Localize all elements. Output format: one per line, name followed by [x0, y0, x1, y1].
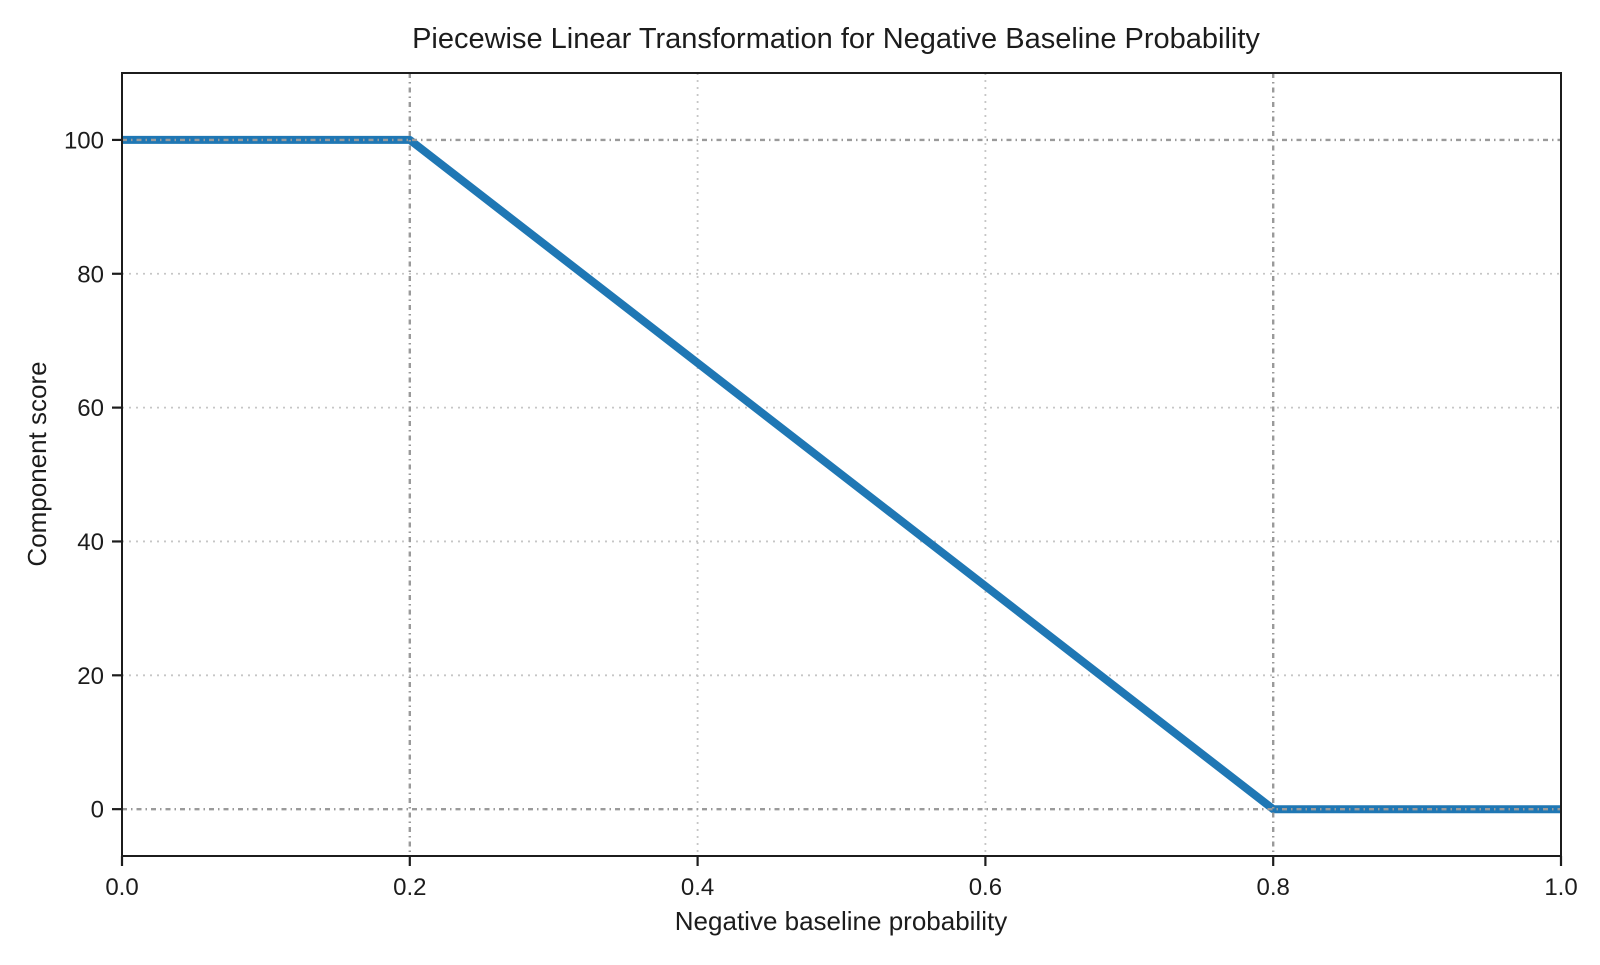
x-tick-label: 1.0 — [1544, 874, 1577, 901]
plot-border — [121, 72, 1562, 857]
x-tick-label: 0.2 — [393, 874, 426, 901]
x-ticks: 0.0 0.2 0.4 0.6 0.8 1.0 — [105, 856, 1578, 901]
y-tick-label: 100 — [64, 127, 104, 154]
x-tick-label: 0.6 — [969, 874, 1002, 901]
chart-title: Piecewise Linear Transformation for Nega… — [412, 23, 1260, 55]
x-tick-label: 0.0 — [105, 874, 138, 901]
x-tick-label: 0.4 — [681, 874, 714, 901]
reference-lines — [122, 73, 1561, 856]
y-axis: 0 20 40 60 80 100 Component score — [22, 127, 122, 824]
y-tick-label: 40 — [77, 529, 104, 556]
y-tick-label: 80 — [77, 261, 104, 288]
x-axis: 0.0 0.2 0.4 0.6 0.8 1.0 Negative baseline pro… — [105, 856, 1578, 936]
y-tick-label: 20 — [77, 663, 104, 690]
x-tick-label: 0.8 — [1257, 874, 1290, 901]
series-lines — [122, 135, 1561, 814]
y-ticks: 0 20 40 60 80 100 — [64, 127, 122, 824]
y-tick-label: 60 — [77, 395, 104, 422]
x-axis-label: Negative baseline probability — [675, 906, 1007, 936]
series-line-component-score — [122, 135, 1561, 814]
y-tick-label: 0 — [91, 797, 104, 824]
y-axis-label: Component score — [22, 361, 52, 566]
gridlines — [122, 73, 1561, 856]
